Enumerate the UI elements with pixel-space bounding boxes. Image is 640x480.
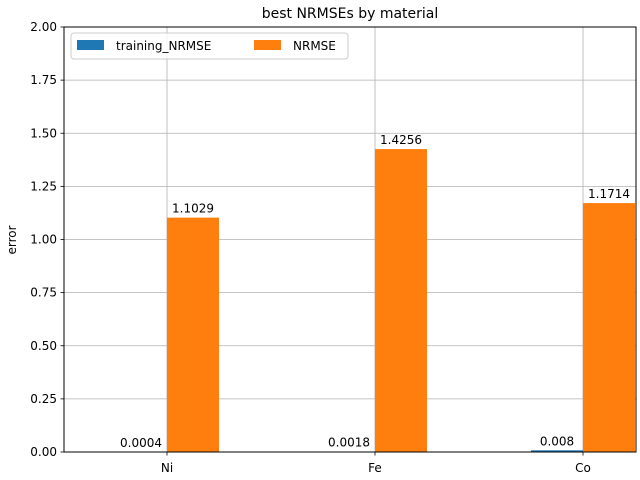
- y-tick-label: 0.75: [30, 286, 57, 300]
- y-tick-label: 1.25: [30, 179, 57, 193]
- bar-value-label: 1.1029: [172, 202, 214, 216]
- bar-nrmse: [167, 217, 219, 452]
- y-tick-label: 0.00: [30, 445, 57, 459]
- x-axis-ticks: Ni Fe Co: [161, 452, 591, 475]
- bar-value-labels: 0.0004 0.0018 0.008 1.1029 1.4256 1.1714: [120, 133, 630, 450]
- grid-lines: [64, 26, 636, 453]
- x-tick-label: Fe: [368, 461, 382, 475]
- bar-value-label: 0.008: [540, 434, 574, 448]
- y-tick-label: 0.25: [30, 392, 57, 406]
- y-tick-label: 1.00: [30, 233, 57, 247]
- y-tick-label: 1.50: [30, 126, 57, 140]
- legend-label-training-nrmse: training_NRMSE: [116, 39, 211, 53]
- y-tick-label: 2.00: [30, 20, 57, 34]
- bar-value-label: 1.1714: [588, 187, 630, 201]
- legend-swatch-training-nrmse: [77, 40, 104, 50]
- y-axis-label: error: [5, 225, 19, 254]
- bars: [115, 149, 635, 452]
- x-tick-label: Co: [575, 461, 591, 475]
- y-tick-label: 1.75: [30, 73, 57, 87]
- legend-box: [70, 32, 349, 60]
- bar-value-label: 1.4256: [380, 133, 422, 147]
- bar-nrmse: [583, 203, 635, 452]
- y-tick-label: 0.50: [30, 339, 57, 353]
- bar-value-label: 0.0018: [328, 436, 370, 450]
- y-axis-ticks: 0.00 0.25 0.50 0.75 1.00 1.25 1.50 1.75 2.00: [30, 20, 64, 459]
- chart-title: best NRMSEs by material: [262, 6, 439, 22]
- bar-training-nrmse: [531, 450, 583, 452]
- bar-value-label: 0.0004: [120, 436, 162, 450]
- legend-label-nrmse: NRMSE: [293, 39, 336, 53]
- bar-nrmse: [375, 149, 427, 452]
- legend: training_NRMSE NRMSE: [70, 32, 349, 60]
- legend-swatch-nrmse: [254, 40, 281, 50]
- x-tick-label: Ni: [161, 461, 173, 475]
